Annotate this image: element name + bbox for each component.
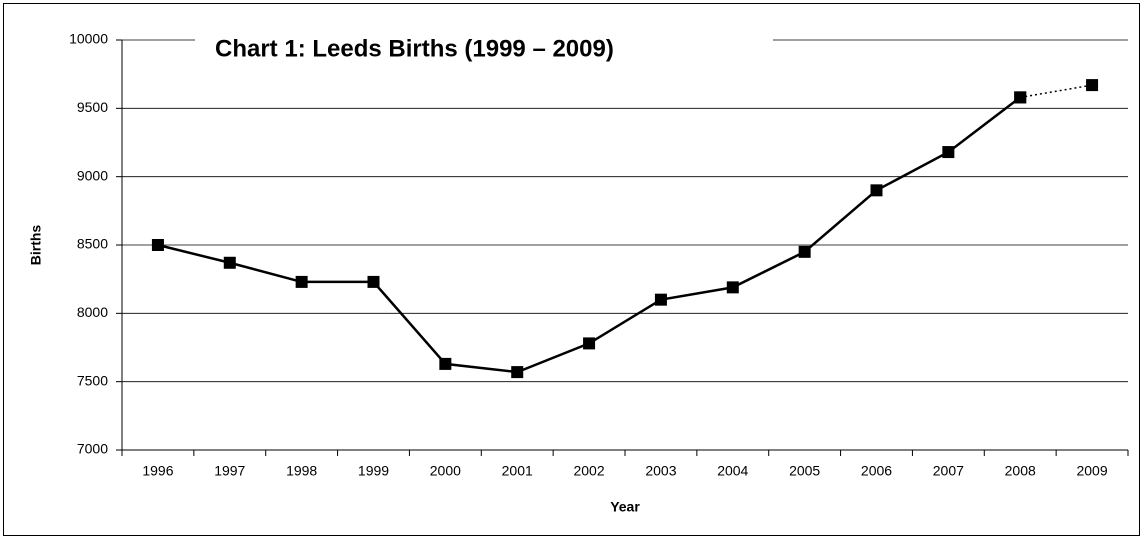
x-tick-label: 1997 xyxy=(214,463,245,479)
y-tick-label: 10000 xyxy=(69,31,108,47)
chart-border xyxy=(3,3,1140,536)
y-tick-label: 9500 xyxy=(77,99,108,115)
y-tick-label: 8500 xyxy=(77,236,108,252)
point-marker xyxy=(295,275,308,288)
x-tick-label: 2009 xyxy=(1076,463,1107,479)
point-marker xyxy=(726,281,739,294)
y-tick-label: 7500 xyxy=(77,372,108,388)
chart-title: Chart 1: Leeds Births (1999 – 2009) xyxy=(215,35,614,62)
y-tick-label: 8000 xyxy=(77,304,108,320)
y-axis-label: Births xyxy=(28,225,44,266)
point-marker xyxy=(151,239,164,251)
point-marker xyxy=(654,293,667,306)
point-marker xyxy=(942,146,955,159)
x-tick-label: 1998 xyxy=(286,463,317,479)
x-tick-label: 2000 xyxy=(430,463,461,479)
y-tick-label: 7000 xyxy=(77,441,108,457)
x-tick-label: 2006 xyxy=(861,463,892,479)
y-tick-label: 9000 xyxy=(77,167,108,183)
series-line xyxy=(1020,84,1093,99)
point-marker xyxy=(223,256,236,269)
x-tick-label: 2001 xyxy=(502,463,533,479)
point-marker xyxy=(511,366,524,379)
point-marker xyxy=(870,184,883,197)
point-marker xyxy=(1014,91,1027,104)
point-marker xyxy=(798,245,811,258)
point-marker xyxy=(439,357,452,370)
x-tick-label: 2004 xyxy=(717,463,748,479)
x-tick-label: 2008 xyxy=(1005,463,1036,479)
x-axis-label: Year xyxy=(610,499,640,515)
title-background xyxy=(195,22,773,74)
x-tick-label: 1996 xyxy=(142,463,173,479)
x-tick-label: 2003 xyxy=(645,463,676,479)
point-marker xyxy=(367,275,380,288)
x-tick-label: 2002 xyxy=(573,463,604,479)
x-tick-label: 1999 xyxy=(358,463,389,479)
x-tick-label: 2005 xyxy=(789,463,820,479)
point-marker xyxy=(1086,79,1099,92)
point-marker xyxy=(583,337,596,350)
x-tick-label: 2007 xyxy=(933,463,964,479)
